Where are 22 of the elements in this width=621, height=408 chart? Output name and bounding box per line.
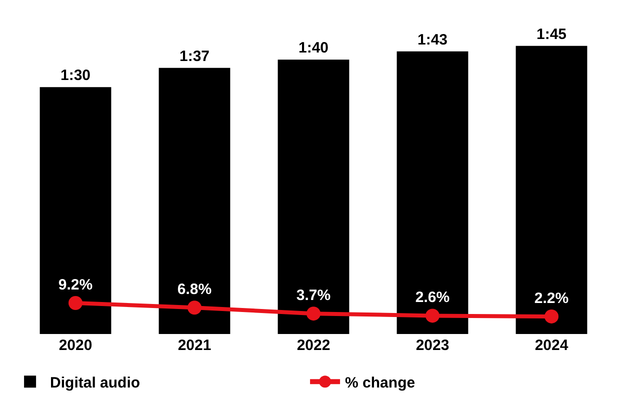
data-label: 2.2% [534,290,569,307]
data-label: 1:40 [298,40,329,57]
point [68,296,82,310]
x-tick-label: 2022 [296,337,330,354]
data-label: 6.8% [177,281,212,298]
x-tick-label: 2023 [416,337,450,354]
data-label: 1:45 [536,26,567,43]
data-label: 2.6% [415,289,450,306]
x-tick-label: 2024 [534,337,569,354]
data-label: 1:30 [60,67,91,84]
data-label: 1:43 [417,31,448,48]
data-label: 9.2% [58,276,93,294]
data-label: 1:37 [179,48,210,65]
data-label: 3.7% [296,287,331,304]
legend-label: Digital audio [50,374,140,392]
point [306,306,320,321]
point [188,300,202,315]
point [544,309,558,324]
point [426,308,440,323]
legend-label: % change [345,374,416,392]
x-tick-label: 2020 [58,337,92,354]
x-tick-label: 2021 [178,337,212,354]
